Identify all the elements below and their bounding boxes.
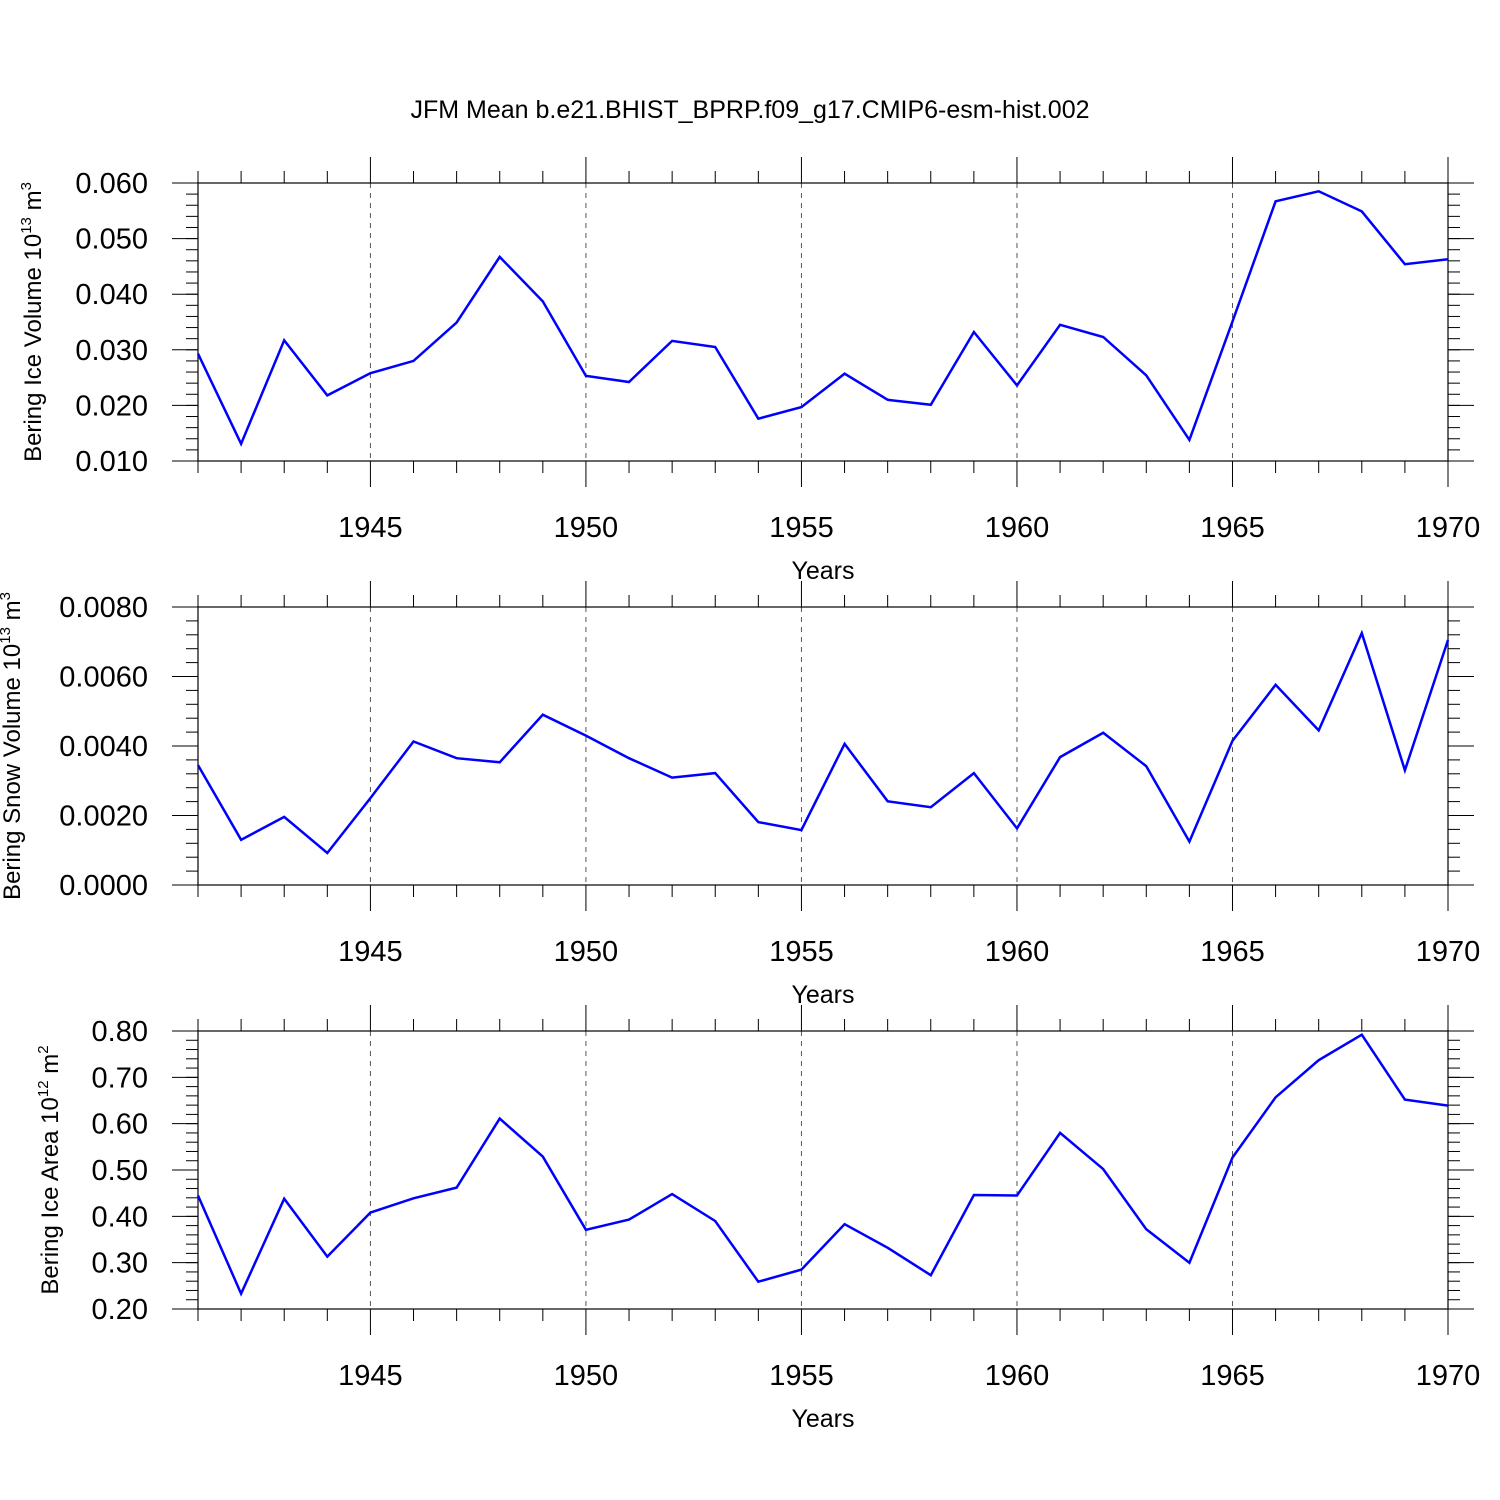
y-tick-label: 0.0040 [59, 731, 148, 763]
y-tick-label: 0.20 [92, 1294, 148, 1326]
x-tick-label: 1965 [1200, 1360, 1265, 1392]
x-tick-label: 1960 [985, 512, 1050, 544]
plot-frame [197, 606, 1449, 886]
y-tick-label: 0.060 [75, 168, 148, 200]
plot-frame [197, 182, 1449, 462]
x-tick-label: 1960 [985, 936, 1050, 968]
x-tick-label: 1950 [554, 512, 619, 544]
chart-title: JFM Mean b.e21.BHIST_BPRP.f09_g17.CMIP6-… [410, 96, 1089, 124]
y-tick-label: 0.70 [92, 1062, 148, 1094]
y-tick-label: 0.40 [92, 1201, 148, 1233]
y-tick-label: 0.0060 [59, 662, 148, 694]
x-axis-label: Years [791, 557, 854, 585]
y-tick-label: 0.020 [75, 390, 148, 422]
y-tick-label: 0.0020 [59, 801, 148, 833]
series-line [196, 1033, 1449, 1297]
panels: 1945 1950 1955 1960 1965 1970 Years 0.010 0.020 0… [0, 157, 1480, 1433]
x-tick-label: 1970 [1416, 512, 1481, 544]
x-tick-label: 1945 [338, 512, 403, 544]
x-tick-label: 1945 [338, 1360, 403, 1392]
y-tick-label: 0.80 [92, 1016, 148, 1048]
x-tick-label: 1955 [769, 936, 834, 968]
plot-frame [197, 1030, 1449, 1310]
y-tick-label: 0.0080 [59, 592, 148, 624]
x-tick-label: 1955 [769, 512, 834, 544]
y-tick-label: 0.0000 [59, 870, 148, 902]
y-tick-label: 0.010 [75, 446, 148, 478]
y-axis-label: Bering Snow Volume 1013 m3 [0, 592, 26, 900]
panel-3: 1945 1950 1955 1960 1965 1970 Years 0.20 0.30 0.4… [35, 1005, 1480, 1433]
x-tick-label: 1965 [1200, 512, 1265, 544]
y-axis-label: Bering Ice Area 1012 m2 [35, 1045, 64, 1294]
x-tick-label: 1960 [985, 1360, 1050, 1392]
panel-1: 1945 1950 1955 1960 1965 1970 Years 0.010 0.020 0… [18, 157, 1480, 585]
x-tick-label: 1965 [1200, 936, 1265, 968]
y-tick-label: 0.040 [75, 279, 148, 311]
series-line [196, 629, 1450, 855]
panel-2: 1945 1950 1955 1960 1965 1970 Years 0.0000 0.002… [0, 581, 1480, 1009]
x-tick-label: 1955 [769, 1360, 834, 1392]
x-tick-label: 1970 [1416, 1360, 1481, 1392]
y-tick-label: 0.50 [92, 1155, 148, 1187]
y-axis-label: Bering Ice Volume 1013 m3 [18, 182, 47, 462]
y-tick-label: 0.050 [75, 224, 148, 256]
x-tick-label: 1950 [554, 1360, 619, 1392]
y-tick-label: 0.30 [92, 1248, 148, 1280]
y-tick-label: 0.030 [75, 335, 148, 367]
y-tick-label: 0.60 [92, 1109, 148, 1141]
x-tick-label: 1950 [554, 936, 619, 968]
series-line [196, 189, 1449, 447]
x-tick-label: 1970 [1416, 936, 1481, 968]
x-tick-label: 1945 [338, 936, 403, 968]
x-axis-label: Years [791, 1405, 854, 1433]
x-axis-label: Years [791, 981, 854, 1009]
